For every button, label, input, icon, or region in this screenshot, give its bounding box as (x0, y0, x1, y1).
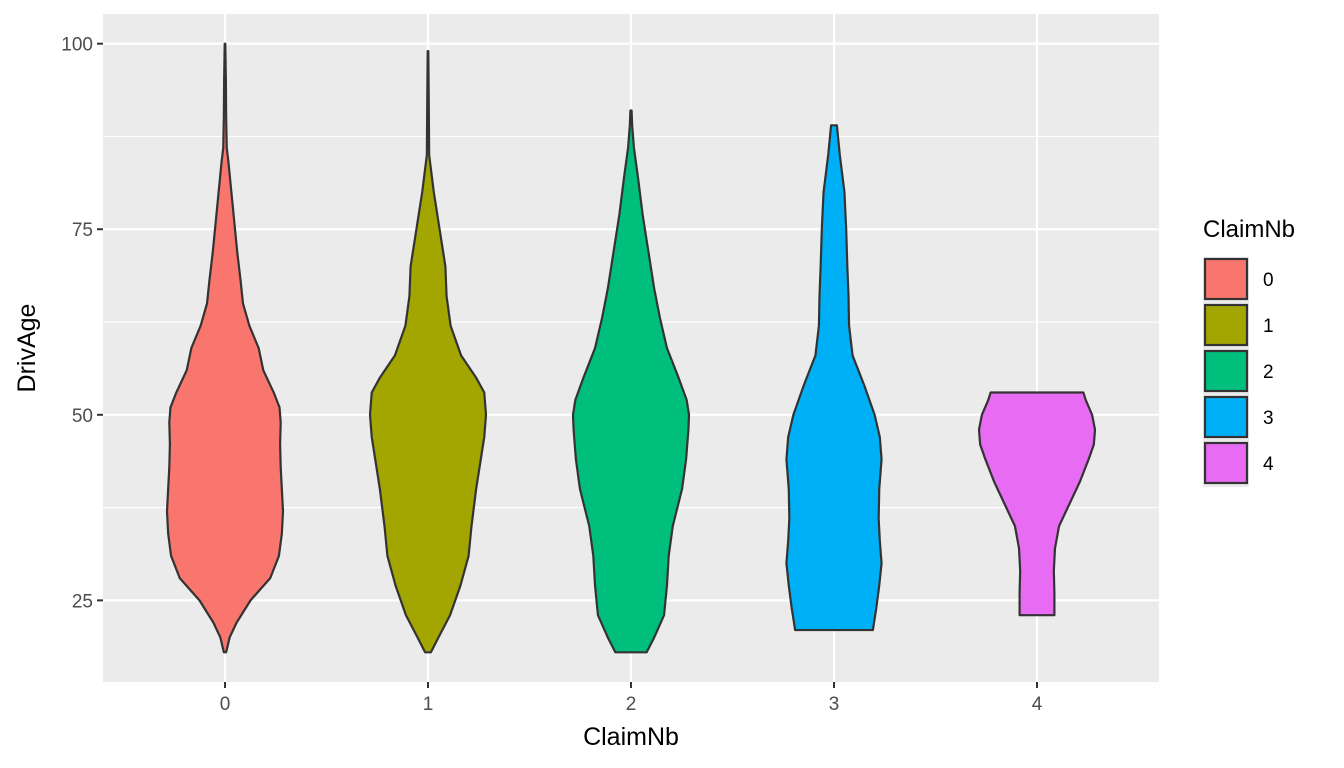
violin-0 (165, 42, 285, 654)
violin-1 (368, 50, 488, 654)
x-tick-label: 0 (220, 694, 231, 715)
legend: 0 1 2 3 4 (1203, 257, 1274, 487)
violin-4 (977, 391, 1097, 617)
legend-swatch-0 (1203, 257, 1249, 301)
legend-swatch-4 (1203, 441, 1249, 485)
x-axis-title: ClaimNb (583, 723, 679, 751)
legend-label-0: 0 (1263, 270, 1274, 291)
x-tick-label: 1 (423, 694, 434, 715)
legend-label-3: 3 (1263, 408, 1274, 429)
legend-label-2: 2 (1263, 362, 1274, 383)
legend-label-4: 4 (1263, 454, 1274, 475)
legend-title: ClaimNb (1203, 216, 1295, 243)
legend-swatch-2 (1203, 349, 1249, 393)
y-axis: 25 50 75 100 (61, 35, 103, 612)
y-tick-label: 100 (61, 35, 93, 56)
y-axis-title: DrivAge (13, 304, 41, 393)
violins (165, 42, 1097, 654)
x-tick-label: 3 (829, 694, 840, 715)
y-tick-label: 25 (72, 591, 93, 612)
y-tick-label: 50 (72, 406, 93, 427)
violin-3 (785, 124, 883, 632)
violin-2 (571, 109, 691, 654)
legend-label-1: 1 (1263, 316, 1274, 337)
x-tick-label: 4 (1032, 694, 1043, 715)
legend-swatch-3 (1203, 395, 1249, 439)
y-tick-label: 75 (72, 220, 93, 241)
x-axis: 0 1 2 3 4 (220, 682, 1043, 715)
legend-swatch-1 (1203, 303, 1249, 347)
x-tick-label: 2 (626, 694, 637, 715)
